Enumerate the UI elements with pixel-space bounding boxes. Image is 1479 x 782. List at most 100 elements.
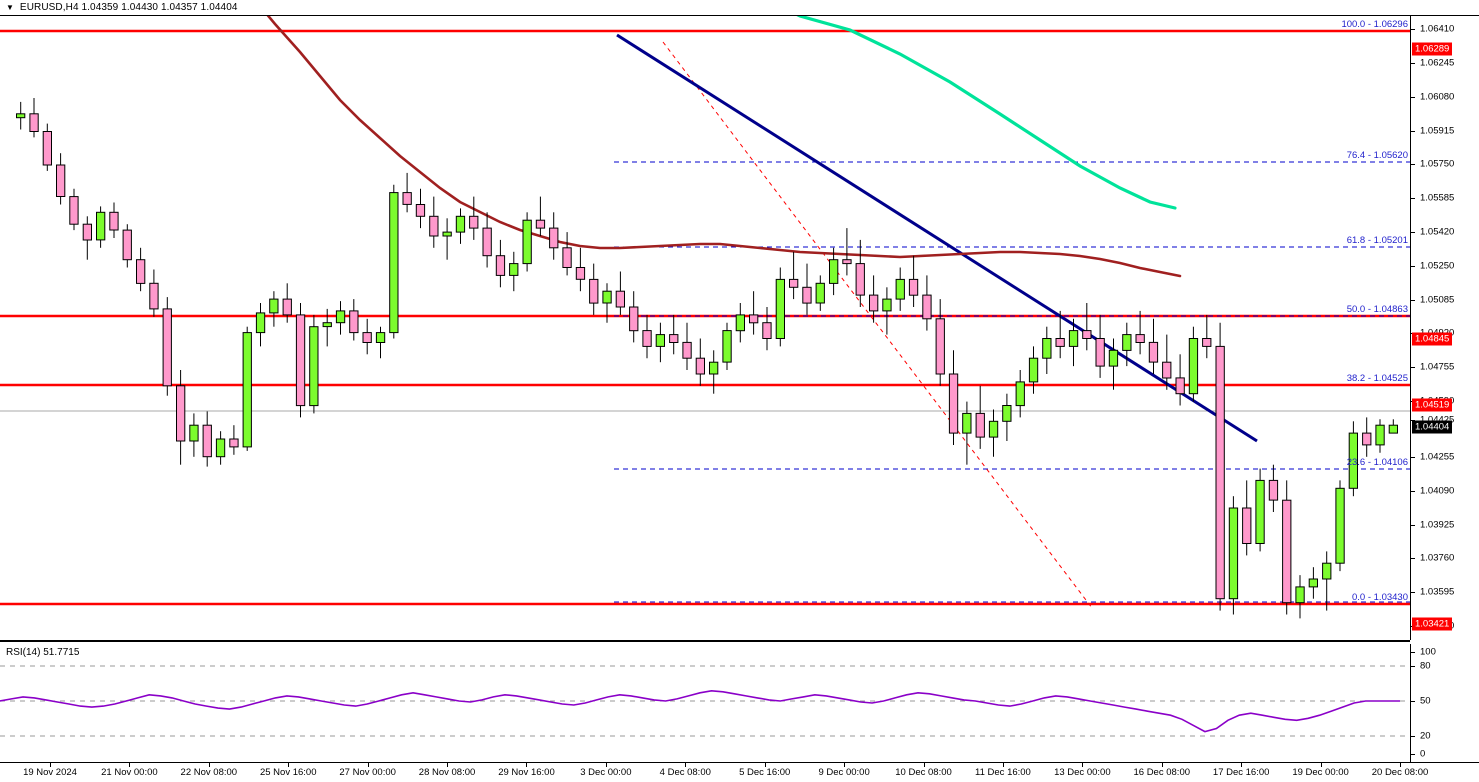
candle-bullish	[389, 192, 399, 334]
candle-bullish	[215, 438, 226, 458]
time-axis-tick	[1400, 763, 1401, 767]
price-axis-label: 1.04255	[1420, 451, 1455, 463]
candle-bearish	[562, 247, 572, 269]
fib-label-618: 61.8 - 1.05201	[1346, 235, 1408, 246]
rsi-pane[interactable]	[0, 644, 1410, 762]
time-axis-label: 20 Dec 08:00	[1371, 767, 1429, 778]
candle-bearish	[1055, 338, 1065, 347]
candle-bullish	[1348, 432, 1358, 489]
candle-bullish	[1122, 334, 1132, 351]
candle-bearish	[1162, 361, 1172, 379]
time-axis[interactable]: 19 Nov 2024 21 Nov 00:00 22 Nov 08:00 25 No…	[0, 762, 1479, 782]
time-axis-tick	[1082, 763, 1084, 767]
time-axis-label: 28 Nov 08:00	[418, 767, 476, 778]
candle-bullish	[815, 282, 825, 304]
candle-bearish	[762, 322, 772, 340]
candle-bullish	[322, 322, 332, 328]
candle-bearish	[615, 290, 626, 308]
candle-bearish	[415, 204, 426, 217]
candle-bearish	[229, 438, 239, 448]
candle-bearish	[362, 332, 372, 344]
time-axis-tick	[923, 763, 925, 767]
candle-bullish	[335, 310, 346, 324]
candle-bullish	[735, 314, 746, 332]
time-axis-tick	[50, 763, 51, 767]
candle-bullish	[1108, 349, 1119, 367]
price-axis-label: 1.05915	[1420, 125, 1455, 137]
price-axis-label: 1.03760	[1420, 552, 1455, 564]
candle-bearish	[1148, 341, 1159, 363]
time-axis-label: 22 Nov 08:00	[180, 767, 238, 778]
time-axis-tick	[764, 763, 766, 767]
fib-label-50: 50.0 - 1.04863	[1346, 304, 1408, 315]
candle-bullish	[1308, 578, 1318, 588]
candle-bullish	[1228, 507, 1239, 600]
candle-bullish	[1002, 405, 1012, 422]
candle-bearish	[176, 385, 186, 442]
price-axis-label: 1.04425	[1420, 415, 1454, 426]
level-price-badge: 1.04519	[1412, 398, 1453, 412]
candle-bearish	[1135, 334, 1145, 344]
candle-bullish	[602, 290, 612, 304]
candle-bearish	[202, 424, 212, 458]
chart-symbol-ohlc-label: EURUSD,H4 1.04359 1.04430 1.04357 1.0440…	[19, 2, 238, 13]
candle-bearish	[495, 255, 506, 276]
candle-bearish	[469, 215, 479, 229]
candle-bullish	[1188, 338, 1199, 395]
time-axis-tick	[685, 763, 687, 767]
candle-bullish	[722, 330, 732, 363]
time-axis-label: 11 Dec 16:00	[975, 767, 1031, 778]
candle-bearish	[56, 164, 66, 197]
rsi-canvas	[0, 665, 1410, 737]
price-axis-tick	[1411, 97, 1415, 98]
price-axis-tick	[1411, 367, 1415, 368]
time-axis-tick	[844, 763, 846, 767]
candle-bearish	[948, 373, 959, 434]
time-axis-tick	[208, 763, 210, 767]
triangle-down-icon[interactable]: ▼	[6, 2, 14, 12]
candle-bearish	[975, 412, 985, 438]
candlestick-series	[16, 98, 1398, 619]
rsi-level-lines	[0, 665, 1410, 737]
candle-bearish	[535, 219, 546, 229]
price-axis-tick	[1411, 29, 1415, 30]
candle-bearish	[295, 314, 306, 407]
candle-bearish	[869, 294, 879, 312]
candle-bullish	[1295, 586, 1305, 604]
time-axis-label: 3 Dec 00:00	[580, 767, 632, 778]
fib-label-100: 100.0 - 1.06296	[1341, 19, 1408, 30]
candle-bearish	[1082, 330, 1092, 340]
candle-bearish	[1095, 338, 1105, 367]
candle-bullish	[1042, 338, 1052, 359]
candle-bearish	[1282, 499, 1292, 604]
time-axis-label: 19 Dec 00:00	[1292, 767, 1349, 778]
candle-bearish	[695, 357, 706, 375]
price-axis[interactable]: 1.06410 1.06245 1.06080 1.05915 1.05750 1.055…	[1410, 16, 1479, 655]
candle-bullish	[1255, 479, 1265, 544]
candle-bearish	[682, 341, 692, 359]
candle-bearish	[549, 227, 559, 249]
rsi-indicator-label: RSI(14) 51.7715	[6, 647, 80, 658]
time-axis-label: 13 Dec 00:00	[1054, 767, 1111, 778]
candle-bullish	[375, 332, 386, 344]
time-axis-tick	[1241, 763, 1243, 767]
candle-bullish	[1028, 357, 1039, 383]
candle-bullish	[829, 259, 839, 284]
price-axis-label: 1.03925	[1420, 519, 1455, 531]
candle-bearish	[482, 227, 492, 257]
price-axis-label: 1.05085	[1420, 294, 1455, 306]
candle-bearish	[1215, 345, 1225, 600]
rsi-line	[0, 689, 1400, 733]
candle-bearish	[429, 215, 439, 237]
price-axis-label: 1.05250	[1420, 260, 1455, 272]
fib-label-382: 38.2 - 1.04525	[1346, 373, 1408, 384]
candle-bearish	[109, 211, 119, 231]
chart-header: ▼ EURUSD,H4 1.04359 1.04430 1.04357 1.04…	[0, 0, 1479, 16]
time-axis-tick	[1161, 763, 1163, 767]
candle-bearish	[349, 310, 359, 334]
price-chart-pane[interactable]: 100.0 - 1.06296 76.4 - 1.05620 61.8 - 1.…	[0, 16, 1410, 640]
candle-bullish	[189, 424, 199, 442]
candle-bearish	[149, 282, 159, 310]
time-axis-label: 17 Dec 16:00	[1212, 767, 1270, 778]
time-axis-label: 25 Nov 16:00	[259, 767, 317, 778]
